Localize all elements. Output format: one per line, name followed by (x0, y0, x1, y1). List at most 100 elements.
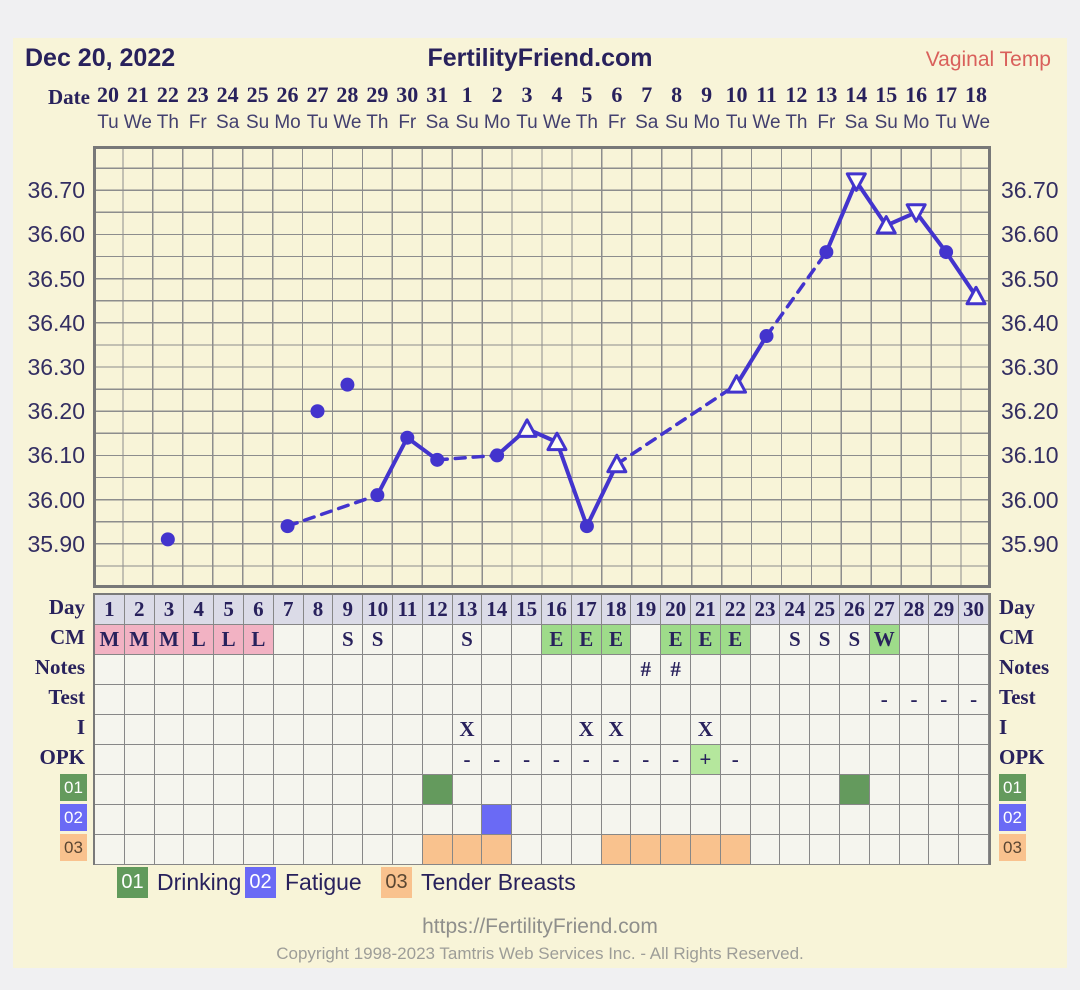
table-cell-notes-day21 (690, 655, 721, 685)
table-cell-opk-day7 (273, 745, 304, 775)
y-tick-label-left: 36.20 (27, 398, 85, 425)
date-cell: 14 (845, 82, 868, 107)
weekday-cell: Fr (817, 112, 836, 133)
table-cell-sym02-day23 (750, 805, 781, 835)
temp-point-triangle-up (875, 215, 897, 235)
table-cell-sym02-day2 (124, 805, 155, 835)
table-cell-sym03-day9 (333, 835, 364, 865)
table-cell-cm-day7 (273, 625, 304, 655)
table-cell-notes-day4 (184, 655, 215, 685)
date-cell: 31 (426, 82, 449, 107)
y-tick-label-right: 36.60 (1001, 221, 1059, 248)
table-cell-test-day20 (661, 685, 691, 715)
table-cell-opk-day22: - (720, 745, 751, 775)
table-cell-sym03-day19 (631, 835, 662, 865)
table-cell-i-day24 (780, 715, 811, 745)
weekday-cell: Su (245, 112, 270, 133)
table-cell-sym01-day6 (243, 775, 274, 805)
table-cell-test-day15 (512, 685, 542, 715)
table-cell-opk-day2 (124, 745, 155, 775)
table-cell-cm-day21: E (690, 625, 721, 655)
table-cell-cm-day28 (899, 625, 930, 655)
table-cell-sym03-day30 (959, 835, 989, 865)
temp-line-segment (944, 250, 979, 299)
table-cell-opk-day12 (422, 745, 453, 775)
date-cell: 27 (306, 82, 329, 107)
temp-point-circle (370, 488, 385, 503)
temp-point-circle (310, 404, 325, 419)
table-cell-sym03-day5 (214, 835, 244, 865)
table-cell-opk-day27 (869, 745, 900, 775)
weekday-cell: Sa (216, 112, 240, 133)
weekday-cell: Mo (693, 112, 720, 133)
table-cell-cm-day1: M (95, 625, 125, 655)
table-cell-i-day9 (333, 715, 364, 745)
date-cell: 26 (276, 82, 299, 107)
table-cell-i-day27 (869, 715, 900, 745)
table-cell-sym02-day13 (452, 805, 483, 835)
table-cell-sym01-day25 (810, 775, 840, 805)
table-cell-opk-day13: - (452, 745, 483, 775)
table-cell-test-day18 (601, 685, 632, 715)
table-cell-sym02-day22 (720, 805, 751, 835)
table-cell-opk-day8 (303, 745, 334, 775)
table-cell-day-day30: 30 (959, 595, 989, 625)
table-cell-test-day7 (273, 685, 304, 715)
table-cell-notes-day22 (720, 655, 751, 685)
footer-copyright: Copyright 1998-2023 Tamtris Web Services… (276, 944, 804, 963)
table-cell-cm-day30 (959, 625, 989, 655)
date-cell: 9 (701, 82, 713, 107)
table-cell-i-day2 (124, 715, 155, 745)
table-cell-sym02-day6 (243, 805, 274, 835)
temp-line-segment (584, 462, 619, 529)
table-cell-sym02-day27 (869, 805, 900, 835)
table-cell-sym03-day11 (392, 835, 423, 865)
table-cell-notes-day30 (959, 655, 989, 685)
table-cell-sym01-day26 (839, 775, 870, 805)
site-title: FertilityFriend.com (427, 44, 653, 72)
table-cell-cm-day4: L (184, 625, 215, 655)
table-cell-sym01-day8 (303, 775, 334, 805)
table-cell-sym02-day14 (482, 805, 513, 835)
table-cell-notes-day2 (124, 655, 155, 685)
table-cell-cm-day2: M (124, 625, 155, 655)
table-cell-day-day15: 15 (512, 595, 542, 625)
date-cell: 6 (611, 82, 623, 107)
date-cell: 24 (216, 82, 239, 107)
table-cell-sym02-day26 (839, 805, 870, 835)
temp-point-circle (160, 532, 175, 547)
chart-border (93, 146, 991, 588)
table-cell-cm-day18: E (601, 625, 632, 655)
table-cell-cm-day13: S (452, 625, 483, 655)
table-cell-sym02-day3 (154, 805, 185, 835)
table-cell-i-day23 (750, 715, 781, 745)
date-cell: 13 (815, 82, 838, 107)
table-cell-cm-day10: S (363, 625, 393, 655)
table-cell-sym03-day14 (482, 835, 513, 865)
temp-point-circle (579, 519, 594, 534)
table-cell-i-day19 (631, 715, 662, 745)
row-label-left-notes: Notes (34, 655, 85, 679)
table-cell-notes-day27 (869, 655, 900, 685)
legend-label-02: Fatigue (285, 868, 362, 895)
date-cell: 5 (581, 82, 593, 107)
table-cell-i-day30 (959, 715, 989, 745)
table-cell-notes-day15 (512, 655, 542, 685)
table-cell-cm-day25: S (810, 625, 840, 655)
table-cell-day-day24: 24 (780, 595, 811, 625)
table-cell-sym02-day10 (363, 805, 393, 835)
table-cell-test-day23 (750, 685, 781, 715)
table-cell-sym01-day22 (720, 775, 751, 805)
weekday-cell: Th (785, 112, 808, 133)
temp-line-segment (615, 382, 739, 466)
chart-date: Dec 20, 2022 (25, 44, 176, 72)
table-cell-i-day16 (541, 715, 572, 745)
table-cell-sym03-day12 (422, 835, 453, 865)
table-cell-notes-day17 (571, 655, 602, 685)
date-cell: 21 (126, 82, 149, 107)
table-cell-i-day22 (720, 715, 751, 745)
table-cell-opk-day29 (929, 745, 960, 775)
weekday-cell: Tu (97, 112, 119, 133)
row-label-right-notes: Notes (999, 655, 1050, 679)
table-cell-test-day1 (95, 685, 125, 715)
